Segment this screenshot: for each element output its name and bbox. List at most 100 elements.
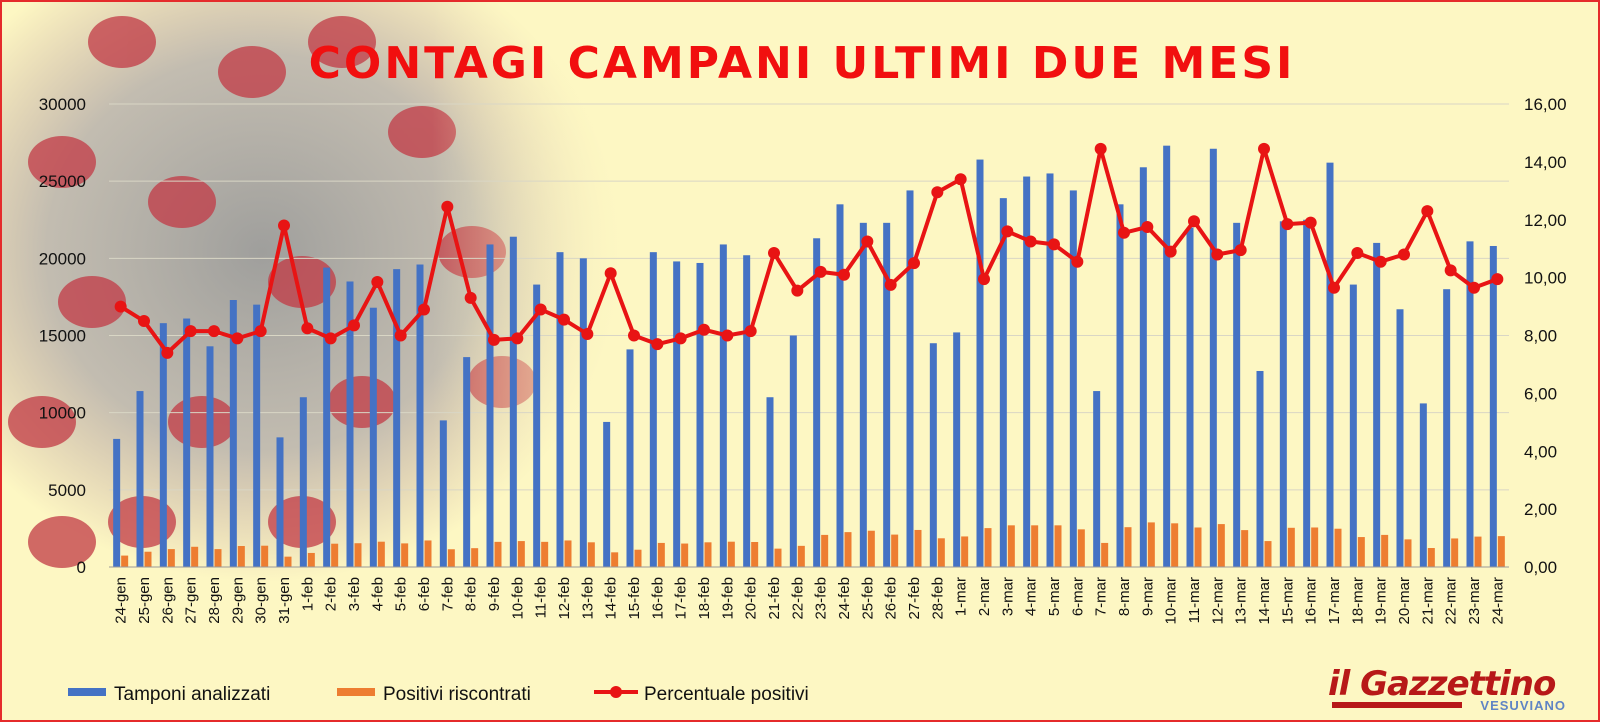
bar-tamponi xyxy=(416,264,424,567)
bar-tamponi xyxy=(323,267,331,567)
x-tick-label: 22-mar xyxy=(1443,577,1460,625)
point-percentuale xyxy=(1211,248,1224,261)
bar-tamponi xyxy=(439,420,447,567)
bar-positivi xyxy=(984,528,992,567)
bar-positivi xyxy=(517,541,525,567)
bar-tamponi xyxy=(836,204,844,568)
bar-tamponi xyxy=(789,335,797,567)
point-percentuale xyxy=(698,323,710,336)
bar-tamponi xyxy=(113,438,121,567)
point-percentuale xyxy=(488,333,500,346)
bar-tamponi xyxy=(1326,162,1334,567)
bar-tamponi xyxy=(999,198,1007,568)
x-tick-label: 8-mar xyxy=(1116,577,1133,616)
x-tick-label: 3-feb xyxy=(346,577,363,611)
point-percentuale xyxy=(674,332,687,345)
bar-tamponi xyxy=(1466,241,1474,567)
point-percentuale xyxy=(581,328,594,341)
bar-positivi xyxy=(494,541,502,567)
bar-tamponi xyxy=(1256,370,1264,567)
point-percentuale xyxy=(1188,215,1200,228)
bar-positivi xyxy=(1077,529,1085,567)
point-percentuale xyxy=(441,200,454,213)
y-right-tick-label: 6,00 xyxy=(1524,384,1557,403)
x-tick-label: 7-mar xyxy=(1093,577,1110,616)
point-percentuale xyxy=(371,275,384,288)
bar-positivi xyxy=(1054,525,1062,567)
logo-band xyxy=(1332,702,1462,708)
bar-positivi xyxy=(634,549,642,567)
legend-swatch-tamponi xyxy=(68,688,106,696)
x-tick-label: 17-mar xyxy=(1326,577,1343,625)
bar-tamponi xyxy=(1186,227,1194,567)
bar-positivi xyxy=(611,552,619,567)
bar-positivi xyxy=(1264,541,1272,567)
bar-tamponi xyxy=(929,343,937,567)
point-percentuale xyxy=(231,332,244,345)
bar-tamponi xyxy=(556,252,564,567)
legend-marker-percentuale xyxy=(610,686,622,698)
point-percentuale xyxy=(114,300,127,313)
bar-tamponi xyxy=(299,397,307,567)
bar-tamponi xyxy=(346,281,354,567)
y-left-tick-label: 10000 xyxy=(39,404,86,423)
logo-subtitle: VESUVIANO xyxy=(1480,698,1566,713)
bar-positivi xyxy=(1194,527,1202,567)
bar-tamponi xyxy=(1396,309,1404,567)
bar-positivi xyxy=(447,549,455,567)
bar-tamponi xyxy=(1279,221,1287,567)
bar-positivi xyxy=(1497,536,1505,567)
point-percentuale xyxy=(1001,225,1014,238)
bar-positivi xyxy=(704,542,712,567)
bar-tamponi xyxy=(159,323,167,567)
bar-tamponi xyxy=(1303,219,1311,567)
point-percentuale xyxy=(628,329,640,342)
point-percentuale xyxy=(1118,226,1130,239)
bar-tamponi xyxy=(1233,222,1241,567)
point-percentuale xyxy=(1468,281,1480,294)
point-percentuale xyxy=(558,313,570,326)
point-percentuale xyxy=(861,235,874,248)
x-tick-label: 10-mar xyxy=(1163,577,1180,625)
y-left-tick-label: 20000 xyxy=(39,249,86,268)
x-tick-label: 15-feb xyxy=(626,577,643,620)
point-percentuale xyxy=(721,329,734,342)
y-left-tick-label: 25000 xyxy=(39,172,86,191)
bar-positivi xyxy=(1031,525,1039,567)
bar-tamponi xyxy=(533,284,541,567)
bar-positivi xyxy=(797,545,805,567)
bar-positivi xyxy=(237,546,245,567)
x-tick-label: 5-mar xyxy=(1046,577,1063,616)
bar-tamponi xyxy=(906,190,914,567)
bar-positivi xyxy=(191,546,199,567)
y-left-axis: 0 5000 10000 15000 20000 25000 30000 xyxy=(39,95,86,577)
bar-tamponi xyxy=(673,261,681,567)
bar-positivi xyxy=(1171,523,1179,567)
bar-positivi xyxy=(1381,534,1389,567)
x-tick-label: 24-gen xyxy=(113,577,130,624)
point-percentuale xyxy=(1071,255,1084,268)
bar-tamponi xyxy=(206,346,214,567)
bar-tamponi xyxy=(136,391,144,567)
bar-positivi xyxy=(937,538,945,567)
bar-positivi xyxy=(587,542,595,567)
bar-tamponi xyxy=(1443,289,1451,567)
bar-positivi xyxy=(377,541,385,567)
point-percentuale xyxy=(838,268,850,281)
x-tick-label: 11-mar xyxy=(1186,577,1203,623)
x-tick-label: 13-mar xyxy=(1233,577,1250,625)
legend-swatch-positivi xyxy=(337,688,375,696)
point-percentuale xyxy=(1328,281,1340,294)
x-tick-label: 14-feb xyxy=(603,577,620,620)
bar-positivi xyxy=(751,541,759,567)
y-left-tick-label: 30000 xyxy=(39,95,86,114)
point-percentuale xyxy=(1258,142,1270,155)
x-tick-label: 26-gen xyxy=(159,577,176,624)
x-tick-label: 29-gen xyxy=(229,577,246,624)
x-tick-label: 16-feb xyxy=(649,577,666,620)
x-axis: 24-gen 25-gen 26-gen 27-gen 28-gen 29-gen 30-g… xyxy=(113,577,1507,625)
bar-tamponi xyxy=(579,258,587,567)
bar-positivi xyxy=(1311,527,1319,567)
point-percentuale xyxy=(768,247,780,260)
